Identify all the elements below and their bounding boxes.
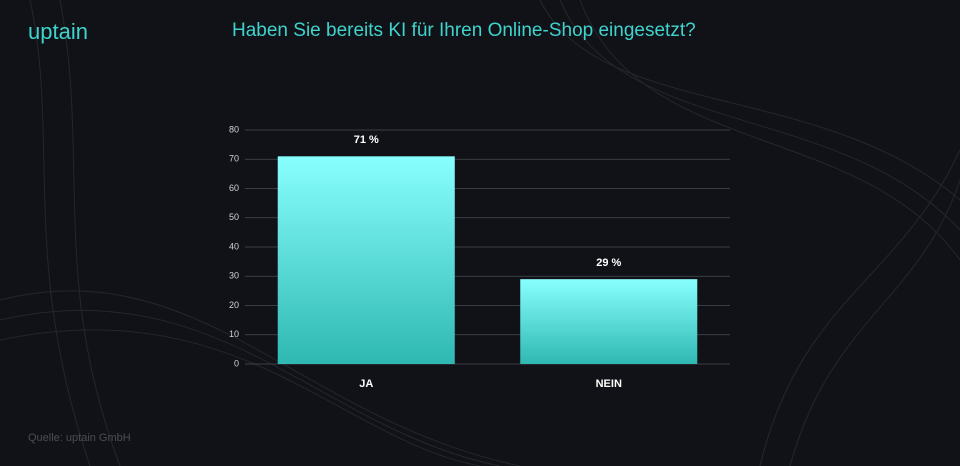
y-tick-label: 80 <box>229 124 239 134</box>
source: Quelle: uptain GmbH <box>28 432 131 444</box>
y-tick-label: 0 <box>234 358 239 368</box>
x-tick-label: NEIN <box>596 378 622 390</box>
y-tick-label: 70 <box>229 154 239 164</box>
y-tick-label: 20 <box>229 300 239 310</box>
bar <box>520 279 698 364</box>
logo: uptain <box>28 19 88 44</box>
y-tick-label: 40 <box>229 241 239 251</box>
chart-title: Haben Sie bereits KI für Ihren Online-Sh… <box>232 20 696 41</box>
y-tick-label: 50 <box>229 212 239 222</box>
y-tick-label: 10 <box>229 329 239 339</box>
x-tick-label: JA <box>359 378 373 390</box>
bar <box>277 156 455 364</box>
y-tick-label: 60 <box>229 183 239 193</box>
value-label: 71 % <box>354 134 379 146</box>
y-tick-label: 30 <box>229 271 239 281</box>
value-label: 29 % <box>596 257 621 269</box>
